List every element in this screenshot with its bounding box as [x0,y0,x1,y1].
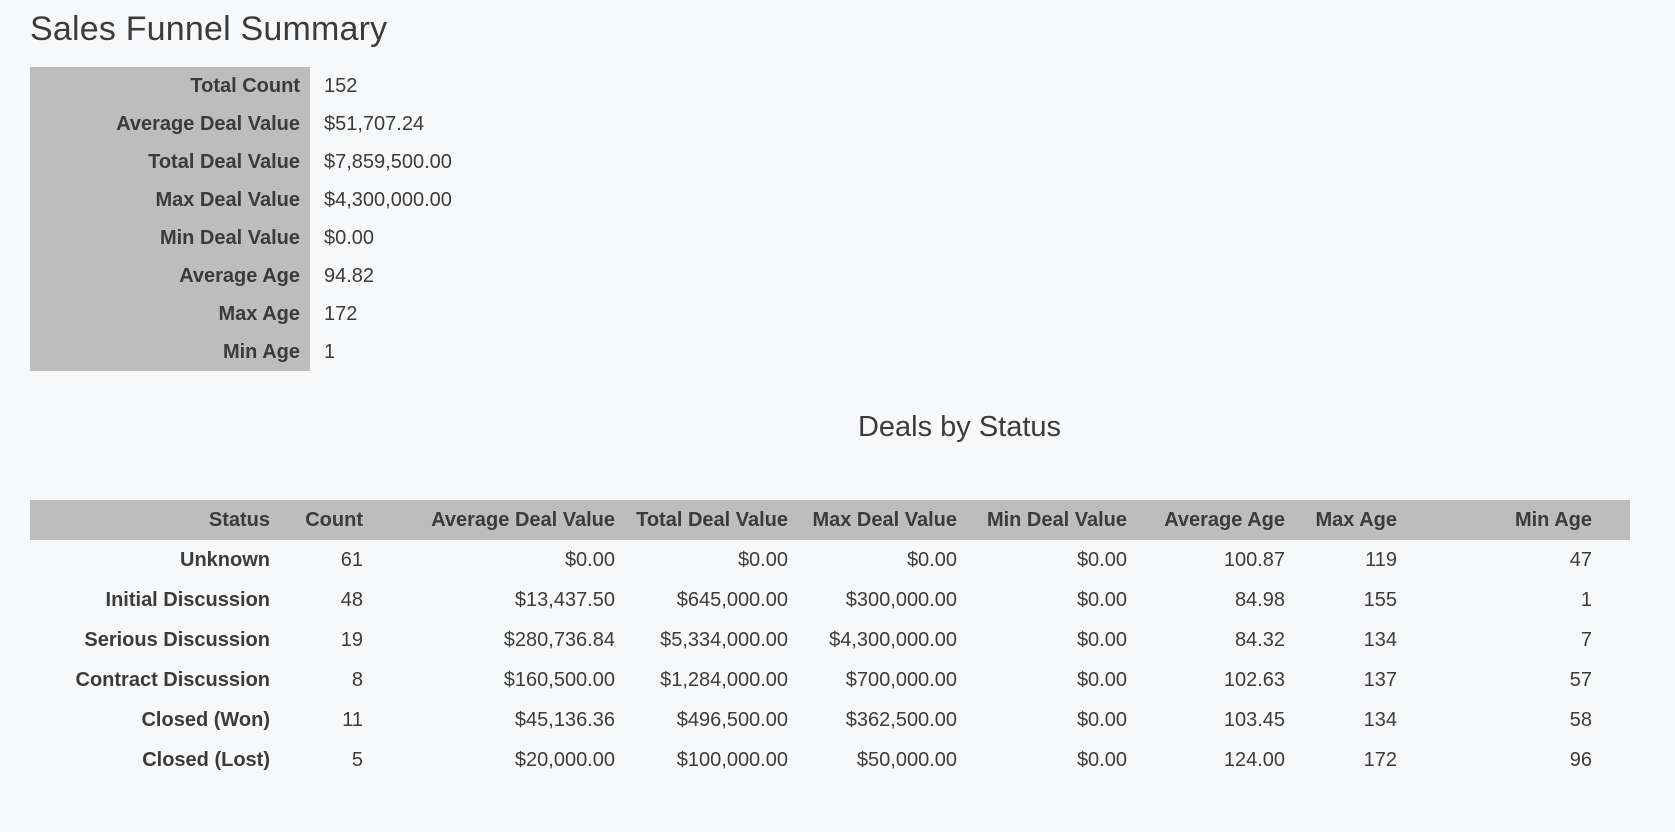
summary-row: Average Deal Value $51,707.24 [30,105,462,143]
summary-row: Max Deal Value $4,300,000.00 [30,181,462,219]
cell-status: Closed (Won) [141,709,270,731]
summary-label: Max Deal Value [30,181,310,219]
summary-value: $7,859,500.00 [324,151,452,173]
column-header-min-age: Min Age [1407,500,1630,540]
cell-status: Initial Discussion [105,589,270,611]
table-row: Initial Discussion 48 $13,437.50 $645,00… [30,580,1630,620]
cell-count: 11 [342,709,363,731]
cell-count: 5 [351,749,363,771]
cell-average-deal-value: $160,500.00 [503,669,615,691]
summary-row: Min Deal Value $0.00 [30,219,462,257]
cell-min-deal-value: $0.00 [1076,669,1127,691]
cell-min-age: 57 [1569,669,1592,691]
cell-average-age: 100.87 [1223,549,1285,571]
cell-min-deal-value: $0.00 [1076,589,1127,611]
cell-average-age: 103.45 [1223,709,1285,731]
cell-average-deal-value: $20,000.00 [514,749,615,771]
summary-label: Average Deal Value [30,105,310,143]
cell-count: 61 [340,549,363,571]
cell-min-age: 1 [1580,589,1592,611]
summary-table: Total Count 152 Average Deal Value $51,7… [30,67,462,371]
cell-status: Serious Discussion [84,629,270,651]
summary-label: Average Age [30,257,310,295]
cell-average-age: 84.98 [1234,589,1285,611]
cell-max-deal-value: $0.00 [906,549,957,571]
cell-total-deal-value: $0.00 [737,549,788,571]
cell-max-age: 155 [1363,589,1397,611]
summary-value: 172 [324,303,358,325]
table-row: Contract Discussion 8 $160,500.00 $1,284… [30,660,1630,700]
cell-max-deal-value: $4,300,000.00 [829,629,957,651]
cell-average-age: 124.00 [1223,749,1285,771]
cell-max-deal-value: $362,500.00 [845,709,957,731]
cell-status: Unknown [180,549,270,571]
summary-label: Min Deal Value [30,219,310,257]
cell-max-deal-value: $50,000.00 [856,749,957,771]
cell-min-age: 58 [1569,709,1592,731]
cell-max-age: 119 [1365,549,1397,571]
column-header-max-age: Max Age [1295,500,1407,540]
cell-average-age: 102.63 [1223,669,1285,691]
cell-max-deal-value: $300,000.00 [845,589,957,611]
cell-total-deal-value: $645,000.00 [676,589,788,611]
cell-max-age: 172 [1363,749,1397,771]
summary-value: 152 [324,75,358,97]
cell-max-deal-value: $700,000.00 [845,669,957,691]
summary-row: Total Count 152 [30,67,462,105]
summary-value: 1 [324,341,336,363]
cell-min-age: 96 [1569,749,1592,771]
cell-average-deal-value: $280,736.84 [503,629,615,651]
summary-label: Max Age [30,295,310,333]
summary-value: 94.82 [324,265,375,287]
column-header-average-age: Average Age [1137,500,1295,540]
cell-min-deal-value: $0.00 [1076,749,1127,771]
summary-value: $0.00 [324,227,375,249]
summary-label: Min Age [30,333,310,371]
table-row: Closed (Won) 11 $45,136.36 $496,500.00 $… [30,700,1630,740]
cell-total-deal-value: $496,500.00 [676,709,788,731]
report-page: Sales Funnel Summary Total Count 152 Ave… [30,10,1630,780]
cell-count: 19 [340,629,363,651]
column-header-status: Status [30,500,280,540]
cell-max-age: 134 [1363,709,1397,731]
cell-total-deal-value: $1,284,000.00 [660,669,788,691]
section-title-deals-by-status: Deals by Status [857,411,1062,443]
table-row: Serious Discussion 19 $280,736.84 $5,334… [30,620,1630,660]
column-header-count: Count [280,500,373,540]
cell-status: Closed (Lost) [142,749,270,771]
table-row: Closed (Lost) 5 $20,000.00 $100,000.00 $… [30,740,1630,780]
cell-max-age: 137 [1363,669,1397,691]
cell-min-deal-value: $0.00 [1076,549,1127,571]
cell-average-deal-value: $13,437.50 [514,589,615,611]
summary-row: Max Age 172 [30,295,462,333]
summary-row: Average Age 94.82 [30,257,462,295]
deals-by-status-table: Status Count Average Deal Value Total De… [30,500,1630,780]
summary-value: $4,300,000.00 [324,189,452,211]
summary-value: $51,707.24 [324,113,425,135]
cell-min-deal-value: $0.00 [1076,709,1127,731]
cell-total-deal-value: $100,000.00 [676,749,788,771]
summary-label: Total Deal Value [30,143,310,181]
status-table-header-row: Status Count Average Deal Value Total De… [30,500,1630,540]
cell-total-deal-value: $5,334,000.00 [660,629,788,651]
cell-count: 8 [351,669,363,691]
cell-average-deal-value: $0.00 [564,549,615,571]
column-header-min-deal-value: Min Deal Value [967,500,1137,540]
cell-average-age: 84.32 [1234,629,1285,651]
cell-status: Contract Discussion [75,669,270,691]
cell-average-deal-value: $45,136.36 [514,709,615,731]
summary-label: Total Count [30,67,310,105]
cell-count: 48 [340,589,363,611]
column-header-total-deal-value: Total Deal Value [625,500,798,540]
cell-max-age: 134 [1363,629,1397,651]
summary-row: Min Age 1 [30,333,462,371]
cell-min-age: 47 [1569,549,1592,571]
column-header-average-deal-value: Average Deal Value [373,500,625,540]
cell-min-age: 7 [1580,629,1592,651]
summary-row: Total Deal Value $7,859,500.00 [30,143,462,181]
column-header-max-deal-value: Max Deal Value [798,500,967,540]
table-row: Unknown 61 $0.00 $0.00 $0.00 $0.00 100.8… [30,540,1630,580]
report-title: Sales Funnel Summary [30,10,388,48]
cell-min-deal-value: $0.00 [1076,629,1127,651]
